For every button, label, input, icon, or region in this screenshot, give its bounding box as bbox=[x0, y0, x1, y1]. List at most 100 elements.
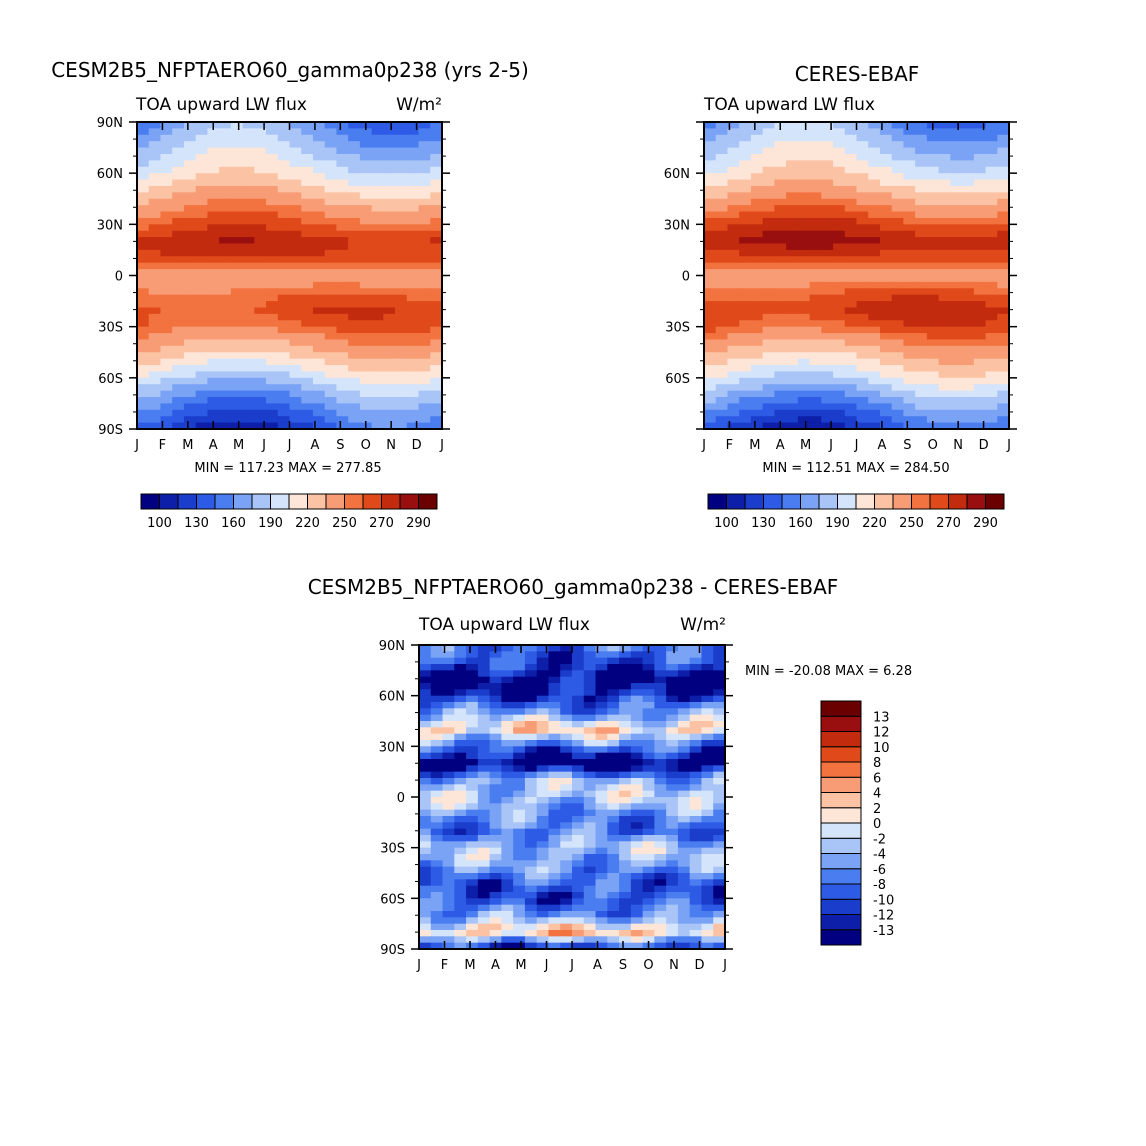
field-cell bbox=[774, 358, 787, 366]
field-cell bbox=[336, 281, 349, 289]
field-cell bbox=[301, 262, 314, 270]
field-cell bbox=[821, 198, 834, 206]
y-tick-label: 60N bbox=[664, 167, 690, 182]
field-cell bbox=[903, 390, 916, 398]
field-cell bbox=[727, 281, 740, 289]
field-cell bbox=[997, 269, 1010, 277]
field-cell bbox=[548, 651, 561, 659]
field-cell bbox=[595, 923, 608, 931]
field-cell bbox=[242, 281, 255, 289]
field-cell bbox=[477, 873, 491, 880]
field-cell bbox=[797, 358, 811, 366]
field-cell bbox=[513, 911, 526, 918]
field-cell bbox=[973, 333, 987, 341]
field-cell bbox=[868, 390, 881, 398]
field-cell bbox=[419, 689, 432, 697]
field-cell bbox=[713, 733, 726, 741]
field-cell bbox=[701, 797, 714, 804]
field-cell bbox=[501, 841, 514, 849]
field-cell bbox=[524, 695, 538, 703]
field-cell bbox=[395, 160, 408, 168]
field-cell bbox=[715, 211, 729, 219]
field-cell bbox=[160, 262, 173, 270]
field-cell bbox=[713, 873, 726, 880]
field-cell bbox=[891, 345, 905, 353]
field-cell bbox=[242, 230, 255, 238]
field-cell bbox=[879, 122, 893, 129]
field-cell bbox=[750, 198, 764, 206]
x-tick-label: J bbox=[287, 438, 292, 453]
field-cell bbox=[277, 205, 291, 213]
field-cell bbox=[560, 645, 573, 652]
field-cell bbox=[786, 185, 799, 193]
field-cell bbox=[513, 942, 526, 950]
x-tick-label: O bbox=[361, 438, 371, 453]
field-cell bbox=[595, 740, 608, 747]
field-cell bbox=[406, 384, 420, 392]
field-cell bbox=[242, 141, 255, 149]
field-cell bbox=[324, 211, 338, 219]
field-cell bbox=[973, 320, 987, 328]
field-cell bbox=[207, 173, 220, 181]
field-cell bbox=[833, 243, 846, 251]
field-cell bbox=[642, 860, 655, 868]
field-cell bbox=[973, 179, 987, 187]
field-cell bbox=[739, 307, 752, 315]
field-cell bbox=[277, 192, 291, 200]
field-cell bbox=[430, 904, 444, 912]
field-cell bbox=[786, 326, 799, 334]
field-cell bbox=[677, 942, 691, 950]
field-cell bbox=[254, 147, 267, 155]
field-cell bbox=[183, 313, 197, 321]
field-cell bbox=[230, 134, 244, 142]
field-cell bbox=[183, 166, 197, 174]
field-cell bbox=[704, 217, 717, 225]
field-cell bbox=[938, 179, 951, 187]
field-cell bbox=[786, 365, 799, 373]
colorbar-swatch bbox=[820, 715, 862, 732]
field-cell bbox=[477, 784, 491, 792]
field-cell bbox=[833, 224, 846, 232]
x-tick-label: D bbox=[979, 438, 989, 453]
field-cell bbox=[207, 249, 220, 257]
field-cell bbox=[677, 930, 691, 937]
field-cell bbox=[750, 122, 764, 129]
field-cell bbox=[821, 256, 834, 264]
field-cell bbox=[727, 198, 740, 206]
field-cell bbox=[844, 166, 858, 174]
colorbar-swatch bbox=[837, 493, 857, 510]
field-cell bbox=[844, 262, 858, 270]
field-cell bbox=[148, 352, 162, 360]
field-cell bbox=[560, 778, 573, 785]
field-cell bbox=[938, 288, 951, 296]
field-cell bbox=[324, 397, 338, 405]
field-cell bbox=[524, 733, 538, 741]
field-cell bbox=[219, 403, 232, 411]
field-cell bbox=[348, 409, 361, 417]
field-cell bbox=[630, 676, 644, 684]
colorbar-swatch bbox=[251, 493, 271, 510]
field-cell bbox=[985, 141, 998, 149]
field-cell bbox=[654, 841, 667, 849]
field-cell bbox=[926, 294, 940, 302]
field-cell bbox=[642, 828, 655, 836]
field-cell bbox=[489, 689, 502, 697]
field-cell bbox=[809, 288, 822, 296]
field-cell bbox=[383, 403, 396, 411]
field-cell bbox=[359, 281, 373, 289]
field-cell bbox=[348, 230, 361, 238]
field-cell bbox=[419, 873, 432, 880]
field-cell bbox=[266, 288, 279, 296]
field-cell bbox=[774, 294, 787, 302]
field-cell bbox=[501, 860, 514, 868]
field-cell bbox=[595, 911, 608, 918]
field-cell bbox=[254, 230, 267, 238]
field-cell bbox=[879, 313, 893, 321]
field-cell bbox=[406, 224, 420, 232]
field-cell bbox=[701, 683, 714, 690]
colorbar-label: 6 bbox=[873, 771, 881, 786]
field-cell bbox=[833, 294, 846, 302]
colorbar-swatch bbox=[820, 792, 862, 809]
field-cell bbox=[548, 790, 561, 798]
field-cell bbox=[762, 409, 775, 417]
